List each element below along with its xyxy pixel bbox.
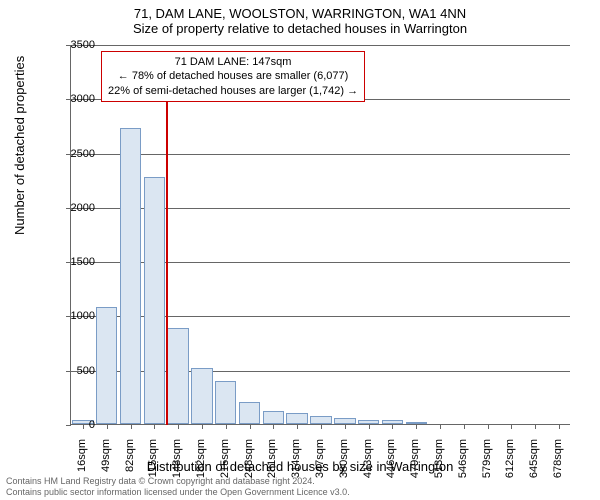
- xtick-label: 678sqm: [552, 439, 564, 489]
- annotation-line: ← 78% of detached houses are smaller (6,…: [108, 69, 358, 83]
- xtick-label: 446sqm: [385, 439, 397, 489]
- histogram-bar: [286, 413, 307, 424]
- ytick-label: 1000: [55, 310, 95, 322]
- xtick-label: 16sqm: [76, 439, 88, 489]
- histogram-bar: [263, 411, 284, 424]
- ytick-label: 500: [55, 365, 95, 377]
- xtick-label: 49sqm: [100, 439, 112, 489]
- xtick-mark: [511, 424, 512, 429]
- xtick-label: 314sqm: [290, 439, 302, 489]
- xtick-mark: [226, 424, 227, 429]
- xtick-label: 82sqm: [124, 439, 136, 489]
- xtick-mark: [273, 424, 274, 429]
- ytick-label: 1500: [55, 256, 95, 268]
- histogram-bar: [120, 128, 141, 424]
- xtick-mark: [345, 424, 346, 429]
- ytick-label: 3000: [55, 93, 95, 105]
- xtick-label: 115sqm: [147, 439, 159, 489]
- xtick-mark: [154, 424, 155, 429]
- xtick-mark: [535, 424, 536, 429]
- xtick-mark: [559, 424, 560, 429]
- xtick-mark: [392, 424, 393, 429]
- xtick-mark: [178, 424, 179, 429]
- xtick-label: 281sqm: [266, 439, 278, 489]
- page-title: 71, DAM LANE, WOOLSTON, WARRINGTON, WA1 …: [0, 6, 600, 21]
- ytick-label: 3500: [55, 39, 95, 51]
- highlight-marker-line: [166, 100, 168, 425]
- xtick-label: 182sqm: [195, 439, 207, 489]
- xtick-mark: [107, 424, 108, 429]
- histogram-bar: [191, 368, 212, 424]
- xtick-label: 513sqm: [433, 439, 445, 489]
- xtick-mark: [321, 424, 322, 429]
- histogram-bar: [167, 328, 188, 424]
- xtick-mark: [250, 424, 251, 429]
- xtick-label: 645sqm: [528, 439, 540, 489]
- xtick-label: 413sqm: [362, 439, 374, 489]
- histogram-bar: [215, 381, 236, 424]
- xtick-label: 347sqm: [314, 439, 326, 489]
- xtick-label: 248sqm: [243, 439, 255, 489]
- xtick-label: 380sqm: [338, 439, 350, 489]
- xtick-mark: [440, 424, 441, 429]
- ytick-label: 2000: [55, 202, 95, 214]
- chart-plot-area: 71 DAM LANE: 147sqm← 78% of detached hou…: [70, 45, 570, 425]
- xtick-mark: [369, 424, 370, 429]
- histogram-bar: [239, 402, 260, 424]
- xtick-mark: [297, 424, 298, 429]
- xtick-mark: [464, 424, 465, 429]
- xtick-label: 546sqm: [457, 439, 469, 489]
- xtick-label: 148sqm: [171, 439, 183, 489]
- gridline: [71, 45, 570, 46]
- y-axis-label: Number of detached properties: [12, 56, 27, 235]
- ytick-label: 2500: [55, 148, 95, 160]
- histogram-bar: [96, 307, 117, 424]
- xtick-label: 612sqm: [504, 439, 516, 489]
- xtick-mark: [131, 424, 132, 429]
- histogram-bar: [144, 177, 165, 424]
- xtick-mark: [202, 424, 203, 429]
- xtick-mark: [488, 424, 489, 429]
- annotation-line: 22% of semi-detached houses are larger (…: [108, 84, 358, 98]
- ytick-label: 0: [55, 419, 95, 431]
- page-subtitle: Size of property relative to detached ho…: [0, 21, 600, 36]
- xtick-label: 479sqm: [409, 439, 421, 489]
- gridline: [71, 154, 570, 155]
- xtick-label: 579sqm: [481, 439, 493, 489]
- histogram-bar: [310, 416, 331, 424]
- annotation-box: 71 DAM LANE: 147sqm← 78% of detached hou…: [101, 51, 365, 102]
- xtick-mark: [416, 424, 417, 429]
- xtick-label: 215sqm: [219, 439, 231, 489]
- annotation-line: 71 DAM LANE: 147sqm: [108, 55, 358, 69]
